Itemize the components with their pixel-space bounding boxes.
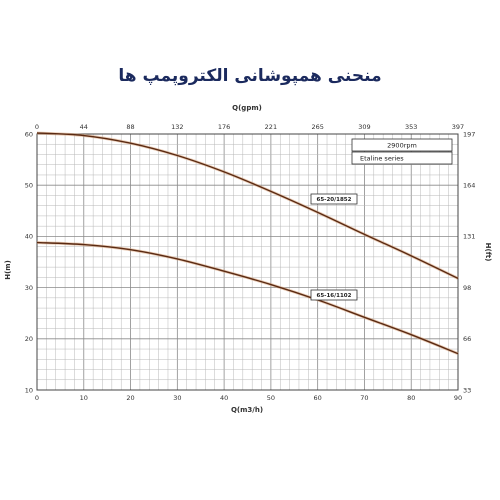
curves (36, 131, 459, 356)
x2-tick-label: 44 (80, 123, 88, 131)
x-tick-label: 60 (314, 394, 322, 402)
x2-tick-label: 132 (171, 123, 183, 131)
y2-tick-label: 131 (463, 233, 475, 241)
grid (36, 133, 459, 391)
y-axis-label: H(m) (4, 260, 12, 280)
x2-tick-label: 265 (311, 123, 323, 131)
tick-labels: 0 10 20 30 40 50 60 70 80 900 44 88 132 176 221 265 309 3… (25, 123, 476, 402)
x-axis-label: Q(m3/h) (231, 406, 263, 414)
series-halo-1 (36, 241, 459, 356)
legend-box: 2900rpm Etaline series (351, 138, 453, 165)
x-tick-label: 10 (80, 394, 88, 402)
x-tick-label: 80 (407, 394, 415, 402)
x-tick-label: 0 (35, 394, 39, 402)
y2-tick-label: 197 (463, 130, 475, 138)
x-tick-label: 20 (126, 394, 134, 402)
x-tick-label: 30 (173, 394, 181, 402)
plot-frame (36, 133, 459, 391)
y-tick-label: 30 (25, 284, 33, 292)
x-tick-label: 40 (220, 394, 228, 402)
y-tick-label: 10 (25, 386, 33, 394)
series-line-0 (36, 132, 459, 280)
y-tick-label: 50 (25, 182, 33, 190)
x2-axis-label: Q(gpm) (232, 104, 262, 112)
y2-tick-label: 33 (463, 386, 471, 394)
y2-tick-label: 98 (463, 284, 471, 292)
x-tick-label: 50 (267, 394, 275, 402)
series-label: Etaline series (360, 155, 404, 163)
x2-tick-label: 221 (265, 123, 277, 131)
curve-tag-upper: 65-20/1852 (310, 193, 358, 205)
x2-tick-label: 88 (126, 123, 134, 131)
speed-box (351, 138, 453, 152)
curve-tag-lower: 65-16/1102 (310, 289, 358, 301)
x2-tick-label: 309 (358, 123, 370, 131)
y2-tick-label: 164 (463, 182, 475, 190)
curve-tag-lower-box (310, 289, 358, 301)
curve-tag-upper-label: 65-20/1852 (317, 197, 352, 203)
y2-axis-label: H(ft) (484, 243, 492, 262)
x-tick-label: 70 (360, 394, 368, 402)
curve-tag-lower-label: 65-16/1102 (317, 293, 352, 299)
y-tick-label: 20 (25, 335, 33, 343)
speed-label: 2900rpm (387, 142, 417, 150)
x2-tick-label: 176 (218, 123, 230, 131)
x2-tick-label: 0 (35, 123, 39, 131)
y-tick-label: 40 (25, 233, 33, 241)
x2-tick-label: 353 (405, 123, 417, 131)
y-tick-label: 60 (25, 130, 33, 138)
x2-tick-label: 397 (452, 123, 464, 131)
series-line-1 (36, 241, 459, 355)
series-box (351, 151, 453, 165)
curve-tag-upper-box (310, 193, 358, 205)
y2-tick-label: 66 (463, 335, 471, 343)
chart-title: منحنی همپوشانی الکتروپمپ ها (118, 66, 382, 86)
x-tick-label: 90 (454, 394, 462, 402)
